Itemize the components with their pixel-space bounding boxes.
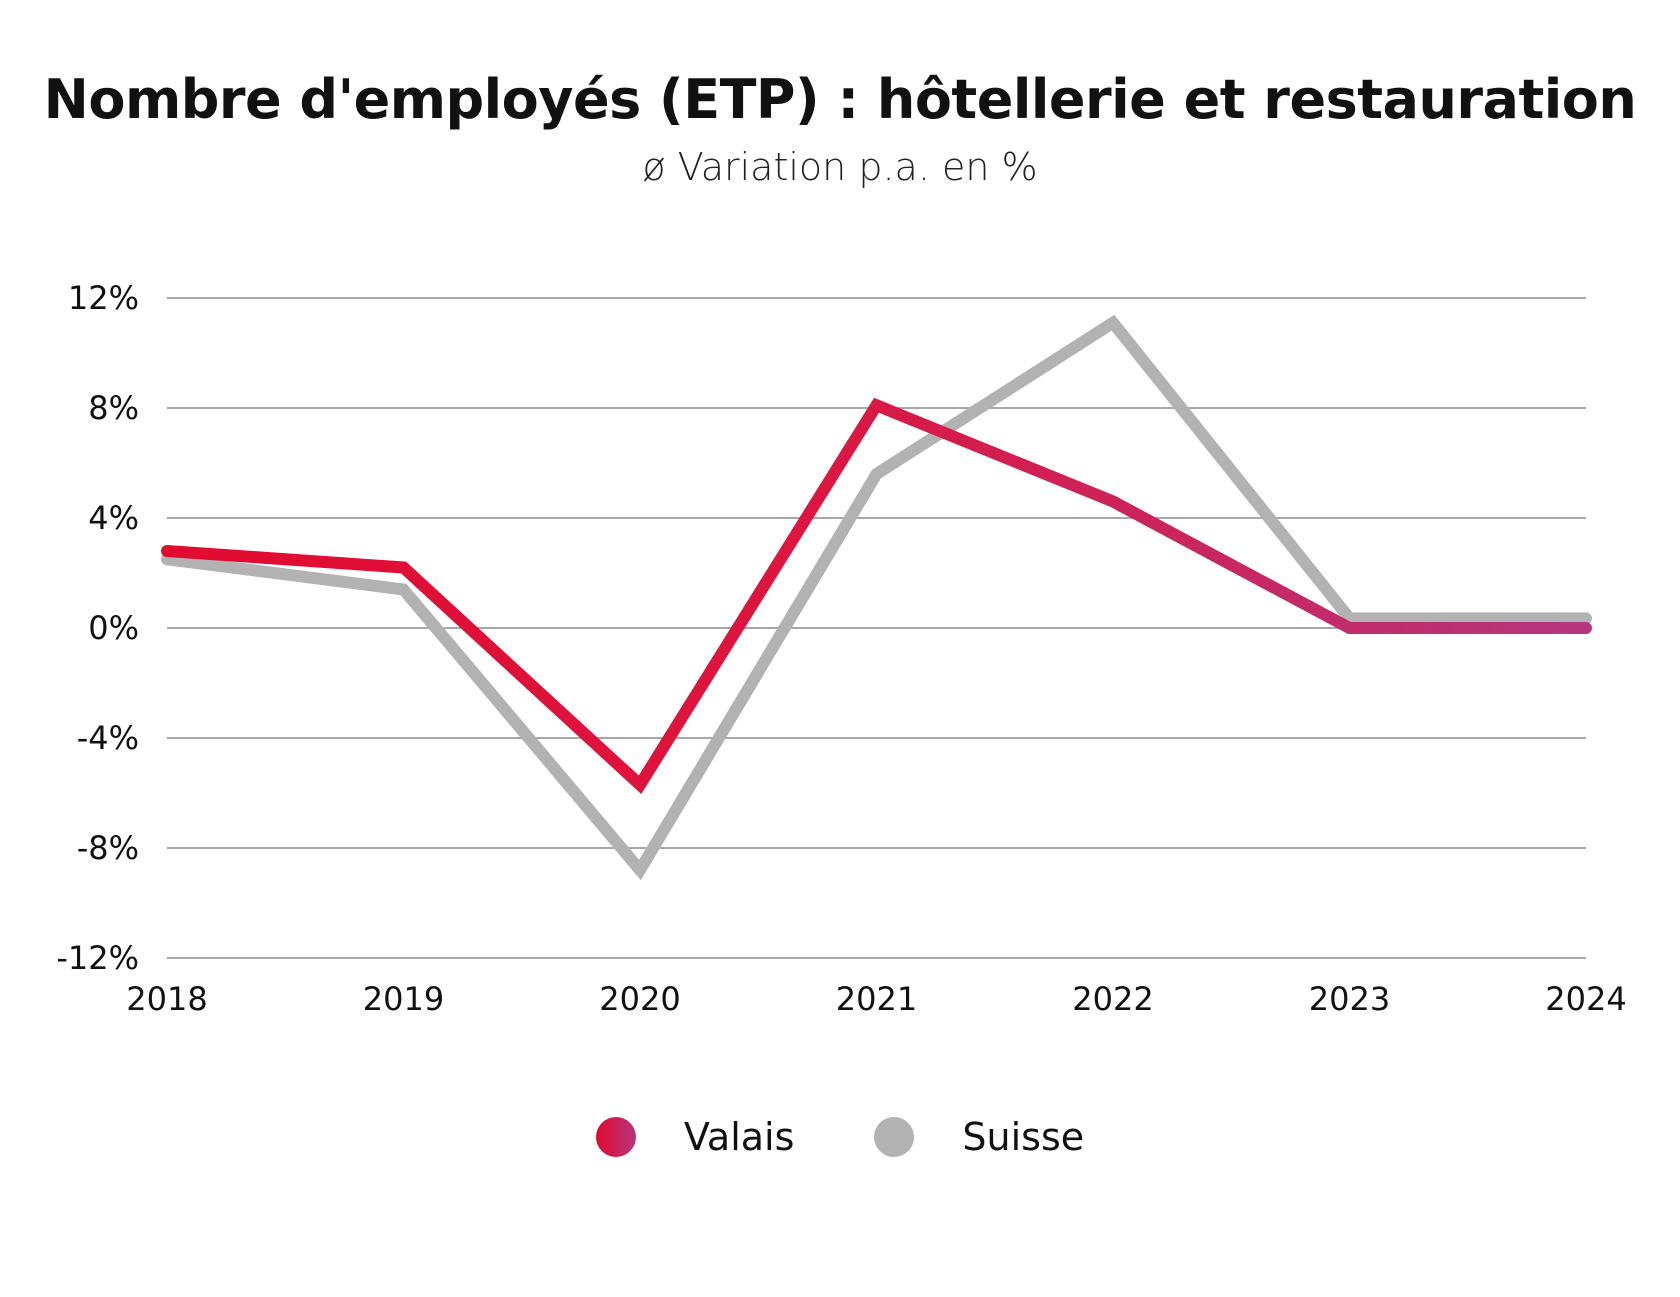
y-tick-label: 4%: [88, 499, 139, 537]
legend: Valais Suisse: [0, 1115, 1680, 1159]
x-tick-label: 2018: [126, 980, 207, 1018]
legend-label: Valais: [683, 1115, 795, 1159]
legend-item-valais: Valais: [595, 1115, 795, 1159]
y-tick-label: -12%: [56, 939, 139, 977]
y-tick-label: 8%: [88, 389, 139, 427]
y-tick-label: -8%: [77, 829, 139, 867]
chart-title: Nombre d'employés (ETP) : hôtellerie et …: [43, 68, 1637, 131]
y-tick-label: -4%: [77, 719, 139, 757]
legend-item-suisse: Suisse: [874, 1115, 1084, 1159]
x-tick-label: 2024: [1545, 980, 1626, 1018]
y-tick-label: 0%: [88, 609, 139, 647]
valais-legend-marker: [595, 1117, 636, 1157]
x-tick-label: 2020: [599, 980, 680, 1018]
chart-subtitle: ø Variation p.a. en %: [642, 145, 1038, 189]
x-tick-label: 2022: [1072, 980, 1153, 1018]
suisse-legend-marker: [874, 1117, 915, 1157]
x-tick-label: 2023: [1309, 980, 1390, 1018]
x-tick-label: 2021: [836, 980, 917, 1018]
y-tick-label: 12%: [68, 279, 139, 317]
series-line-valais: [161, 397, 1592, 795]
legend-label: Suisse: [962, 1115, 1085, 1159]
x-tick-label: 2019: [363, 980, 444, 1018]
